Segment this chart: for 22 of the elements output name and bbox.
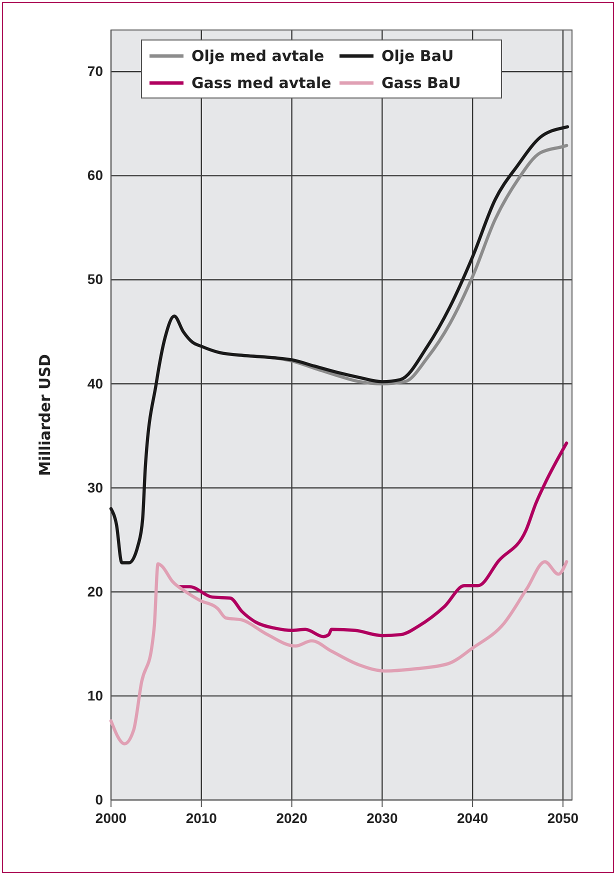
- y-tick-label: 0: [95, 791, 104, 808]
- x-tick-label: 2040: [456, 810, 488, 826]
- x-tick-label: 2000: [95, 810, 127, 826]
- legend-label: Olje BaU: [382, 47, 454, 65]
- y-tick-label: 30: [87, 479, 104, 496]
- y-tick-label: 70: [87, 63, 104, 80]
- x-tick-label: 2020: [276, 810, 308, 826]
- line-series: [178, 441, 568, 638]
- y-axis-title: Milliarder USD: [36, 354, 54, 476]
- y-tick-label: 40: [87, 375, 104, 392]
- x-tick-label: 2050: [547, 810, 579, 826]
- y-tick-label: 60: [87, 167, 104, 184]
- x-tick-label: 2030: [366, 810, 398, 826]
- x-tick-label: 2010: [186, 810, 218, 826]
- legend-label: Gass med avtale: [192, 74, 332, 92]
- line-series: [109, 560, 568, 746]
- y-tick-label: 50: [87, 271, 104, 288]
- legend-label: Gass BaU: [382, 74, 461, 92]
- line-series: [109, 125, 570, 564]
- y-tick-label: 10: [87, 687, 104, 704]
- legend-label: Olje med avtale: [192, 47, 324, 65]
- y-tick-label: 20: [87, 583, 104, 600]
